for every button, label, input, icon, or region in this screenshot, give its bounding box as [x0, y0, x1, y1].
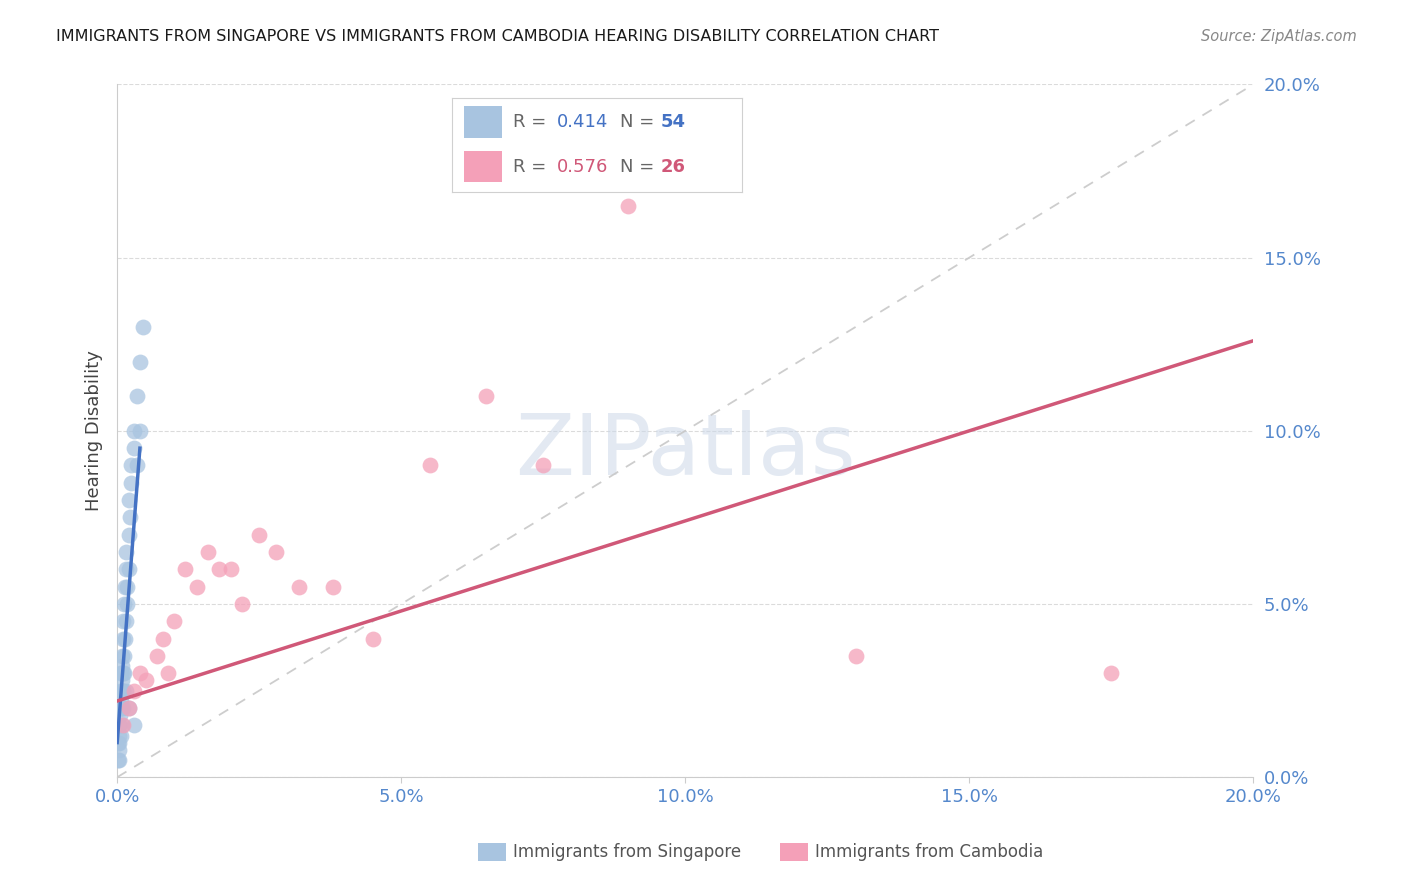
- Point: [112, 648, 135, 663]
- Point: [110, 666, 132, 681]
- Point: [152, 632, 174, 646]
- Point: [111, 683, 134, 698]
- Point: [264, 545, 287, 559]
- Point: [132, 319, 155, 334]
- Point: [125, 458, 148, 473]
- Point: [146, 648, 169, 663]
- Point: [112, 597, 135, 611]
- Point: [110, 694, 132, 708]
- Point: [117, 562, 139, 576]
- Point: [419, 458, 441, 473]
- Point: [108, 683, 131, 698]
- Point: [114, 615, 136, 629]
- Point: [108, 718, 131, 732]
- Point: [111, 666, 134, 681]
- Text: ZIPatlas: ZIPatlas: [515, 410, 855, 493]
- Point: [111, 683, 134, 698]
- Point: [108, 701, 131, 715]
- Point: [231, 597, 253, 611]
- Text: Immigrants from Cambodia: Immigrants from Cambodia: [815, 843, 1043, 861]
- Point: [845, 648, 868, 663]
- Point: [118, 510, 141, 524]
- Point: [115, 545, 138, 559]
- Point: [108, 729, 131, 743]
- Point: [617, 199, 640, 213]
- Point: [108, 742, 131, 756]
- Point: [111, 718, 134, 732]
- Point: [115, 597, 138, 611]
- Point: [361, 632, 384, 646]
- Text: IMMIGRANTS FROM SINGAPORE VS IMMIGRANTS FROM CAMBODIA HEARING DISABILITY CORRELA: IMMIGRANTS FROM SINGAPORE VS IMMIGRANTS …: [56, 29, 939, 45]
- Point: [135, 673, 157, 688]
- Point: [112, 666, 135, 681]
- Point: [111, 659, 134, 673]
- Point: [1099, 666, 1122, 681]
- Point: [163, 615, 186, 629]
- Point: [111, 683, 134, 698]
- Point: [112, 615, 135, 629]
- Point: [122, 441, 145, 455]
- Point: [197, 545, 219, 559]
- Point: [111, 673, 134, 688]
- Point: [288, 580, 311, 594]
- Point: [110, 701, 132, 715]
- Point: [108, 753, 131, 767]
- Point: [108, 718, 131, 732]
- Point: [111, 718, 134, 732]
- Point: [117, 493, 139, 508]
- Point: [322, 580, 344, 594]
- Point: [186, 580, 208, 594]
- Point: [110, 701, 132, 715]
- Point: [247, 527, 270, 541]
- Point: [208, 562, 231, 576]
- Point: [125, 389, 148, 403]
- Point: [117, 701, 139, 715]
- Point: [129, 354, 152, 368]
- Point: [110, 666, 132, 681]
- Point: [117, 527, 139, 541]
- Point: [120, 475, 142, 490]
- Point: [122, 718, 145, 732]
- Point: [114, 632, 136, 646]
- Point: [108, 735, 131, 749]
- Point: [117, 701, 139, 715]
- Point: [475, 389, 498, 403]
- Point: [531, 458, 554, 473]
- Point: [117, 580, 139, 594]
- Point: [111, 648, 134, 663]
- Point: [111, 701, 134, 715]
- Y-axis label: Hearing Disability: Hearing Disability: [86, 351, 103, 511]
- Point: [120, 458, 142, 473]
- Point: [107, 753, 129, 767]
- Point: [111, 632, 134, 646]
- Point: [114, 683, 136, 698]
- Point: [219, 562, 242, 576]
- Text: Immigrants from Singapore: Immigrants from Singapore: [513, 843, 741, 861]
- Point: [108, 707, 131, 722]
- Point: [122, 683, 145, 698]
- Text: Source: ZipAtlas.com: Source: ZipAtlas.com: [1201, 29, 1357, 45]
- Point: [107, 735, 129, 749]
- Point: [157, 666, 180, 681]
- Point: [114, 562, 136, 576]
- Point: [174, 562, 197, 576]
- Point: [110, 729, 132, 743]
- Point: [129, 424, 152, 438]
- Point: [129, 666, 152, 681]
- Point: [114, 580, 136, 594]
- Point: [122, 424, 145, 438]
